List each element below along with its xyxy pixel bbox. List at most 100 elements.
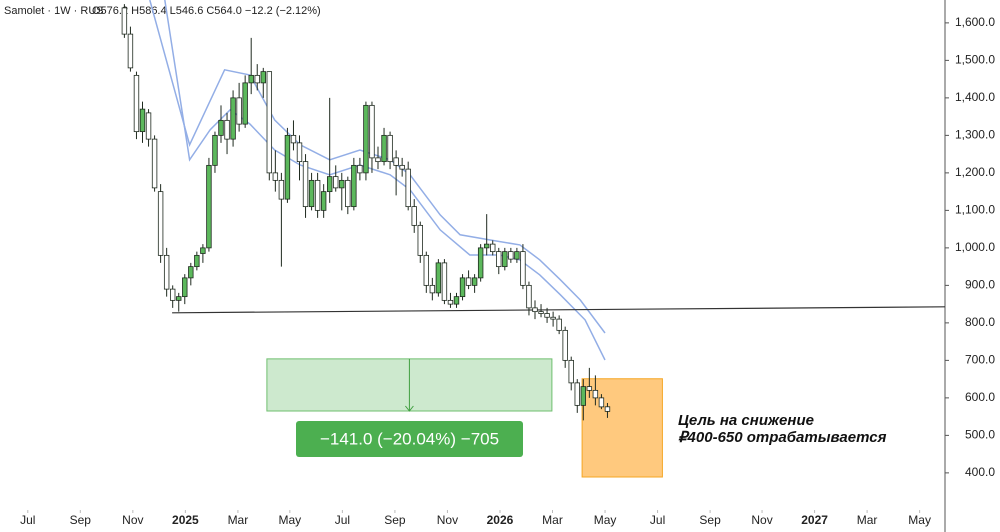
candle-body (381, 134, 387, 163)
target-note: Цель на снижение (678, 412, 814, 429)
x-tick-label: May (279, 513, 302, 527)
candle-body (308, 179, 315, 208)
candle-body (369, 104, 375, 159)
candle-body (526, 284, 532, 309)
candle-body (163, 254, 170, 290)
candle-body (502, 251, 508, 268)
candle-body (411, 206, 417, 226)
candle-body (471, 277, 478, 286)
candle-body (429, 284, 436, 294)
y-tick-label: 1,200.0 (955, 165, 995, 179)
candle-body (363, 104, 369, 174)
candle-body (266, 71, 273, 174)
candle-body (459, 277, 466, 298)
candle-body (314, 179, 321, 211)
candle-body (351, 164, 357, 208)
symbol: Samolet · 1W · RUS (4, 5, 104, 17)
candle-body (520, 251, 526, 286)
candle-body (574, 382, 580, 406)
x-tick-label: Jul (650, 513, 665, 527)
candle-body (230, 97, 236, 140)
candle-body (435, 262, 442, 294)
x-tick-label: Mar (542, 513, 563, 527)
y-tick-label: 1,300.0 (955, 128, 995, 142)
candle-body (447, 299, 454, 305)
candle-body (538, 311, 544, 314)
candle-body (242, 82, 248, 125)
candle-body (151, 138, 158, 189)
candle-body (514, 251, 520, 260)
candle-body (302, 161, 309, 208)
candle-body (127, 33, 134, 69)
candle-body (296, 142, 303, 163)
candle-body (544, 313, 550, 318)
moving-average (164, 0, 606, 361)
candle-body (176, 296, 182, 301)
y-tick-label: 800.0 (965, 315, 995, 329)
y-tick-label: 600.0 (965, 390, 995, 404)
y-tick-label: 1,400.0 (955, 90, 995, 104)
y-tick-label: 1,600.0 (955, 15, 995, 29)
candle-body (169, 288, 176, 301)
candle-body (224, 119, 230, 140)
candle-body (248, 74, 254, 84)
candle-body (139, 108, 146, 133)
x-tick-label: Nov (751, 513, 772, 527)
candle-body (417, 224, 423, 256)
y-tick-label: 1,000.0 (955, 240, 995, 254)
candle-body (598, 397, 605, 408)
candle-body (339, 179, 345, 189)
candle-body (345, 179, 351, 208)
x-tick-label: Sep (70, 513, 92, 527)
candle-body (333, 176, 339, 189)
candle-body (496, 251, 502, 268)
candle-body (218, 119, 224, 136)
measure-label-box (296, 421, 523, 457)
candle-body (284, 134, 291, 200)
candle-body (212, 134, 218, 166)
candle-body (272, 172, 279, 181)
candle-body (278, 179, 285, 200)
candle-body (260, 71, 266, 84)
candle-body (453, 296, 460, 305)
measure-arrowhead (405, 405, 414, 412)
candle-body (254, 74, 260, 84)
x-tick-label: May (908, 513, 931, 527)
candle-body (387, 134, 393, 163)
candle-body (441, 262, 448, 301)
candle-body (375, 157, 381, 163)
x-tick-label: Nov (437, 513, 458, 527)
candle-body (290, 134, 297, 144)
candle-body (508, 251, 514, 260)
candle-body (326, 176, 333, 193)
measure-label: −141.0 (−20.04%) −705 (320, 429, 499, 448)
support-line (172, 306, 946, 314)
candle-body (320, 191, 327, 211)
candle-body (556, 318, 562, 331)
x-tick-label: 2025 (172, 513, 199, 527)
x-tick-label: May (594, 513, 617, 527)
candle-body (121, 7, 128, 35)
candle-body (477, 247, 484, 279)
candle-body (423, 254, 430, 286)
candle-body (490, 243, 496, 253)
x-tick-label: Mar (228, 513, 249, 527)
ohlc: O576.2 H586.4 L546.6 C564.0 −12.2 (−2.12… (92, 5, 321, 17)
candle-body (568, 359, 574, 384)
y-tick-label: 1,100.0 (955, 203, 995, 217)
x-tick-label: Mar (857, 513, 878, 527)
candle-body (182, 277, 188, 298)
candle-body (562, 329, 568, 361)
candle-body (532, 307, 538, 313)
x-tick-label: Sep (699, 513, 721, 527)
x-tick-label: 2026 (487, 513, 514, 527)
candle-body (592, 389, 599, 399)
x-tick-label: Sep (384, 513, 406, 527)
candle-body (393, 157, 399, 166)
y-tick-label: 500.0 (965, 428, 995, 442)
candle-body (133, 74, 140, 133)
x-tick-label: Jul (20, 513, 35, 527)
candle-body (157, 191, 164, 256)
